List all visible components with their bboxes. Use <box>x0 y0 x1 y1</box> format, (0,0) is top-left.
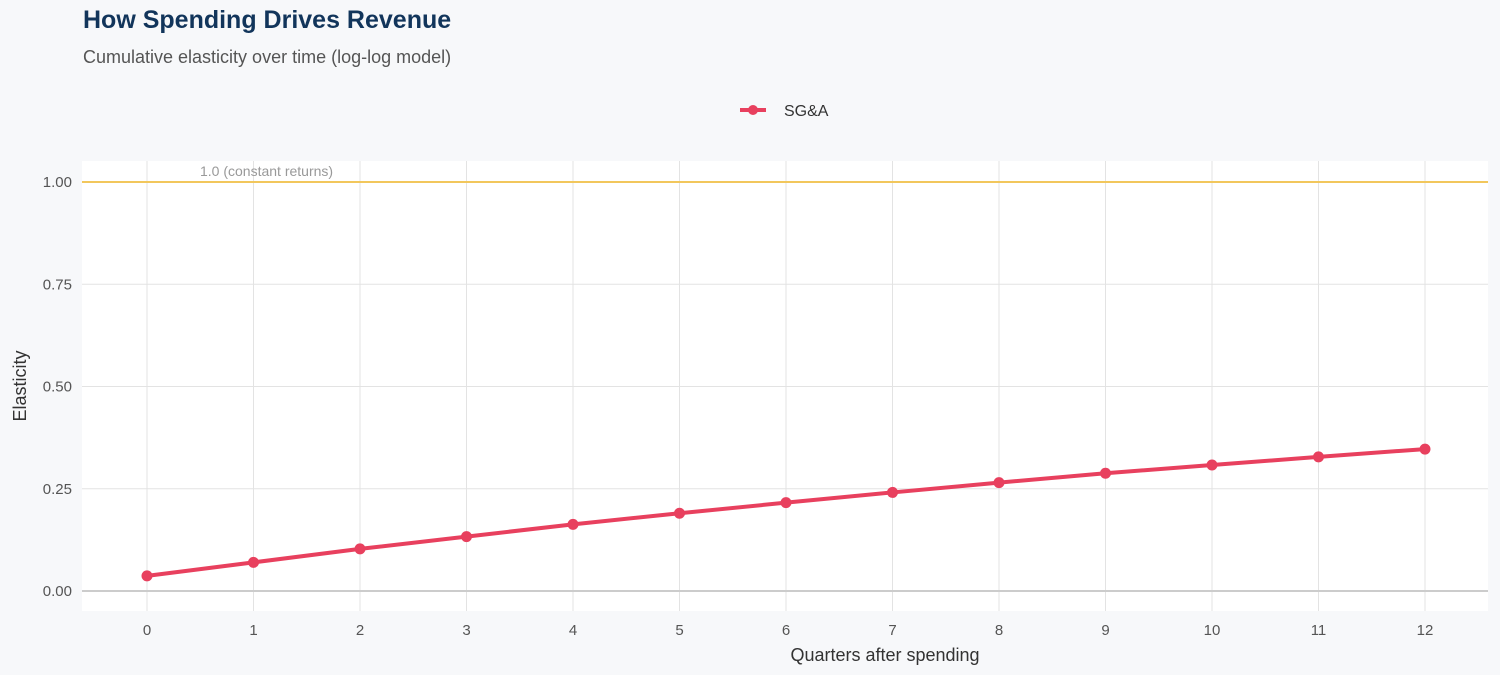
y-tick-label: 0.25 <box>43 481 72 498</box>
data-point <box>674 507 685 519</box>
y-tick-label: 1.00 <box>43 174 72 191</box>
chart-title: How Spending Drives Revenue <box>83 6 452 34</box>
reference-line-group: 1.0 (constant returns) <box>82 163 1488 183</box>
x-tick-label: 8 <box>995 622 1003 639</box>
data-point <box>248 556 259 568</box>
x-tick-label: 2 <box>356 622 364 639</box>
x-tick-label: 12 <box>1417 622 1434 639</box>
reference-line-label: 1.0 (constant returns) <box>200 163 333 179</box>
data-point <box>1206 459 1218 471</box>
legend-marker <box>748 105 758 115</box>
x-tick-label: 4 <box>569 622 577 639</box>
y-tick-label: 0.00 <box>43 583 72 600</box>
y-tick-label: 0.75 <box>43 276 72 293</box>
chart-subtitle: Cumulative elasticity over time (log-log… <box>83 47 452 67</box>
data-point <box>141 570 153 582</box>
x-axis-label: Quarters after spending <box>790 645 979 665</box>
x-tick-label: 11 <box>1311 622 1327 639</box>
legend: SG&A <box>740 103 829 120</box>
x-tick-label: 10 <box>1204 622 1221 639</box>
y-axis-ticks: 0.00 0.25 0.50 0.75 1.00 <box>43 174 72 600</box>
data-point <box>461 531 472 543</box>
x-tick-label: 1 <box>249 622 257 639</box>
data-point <box>354 543 366 555</box>
x-tick-label: 0 <box>143 622 151 639</box>
data-point <box>780 497 792 509</box>
data-point <box>1100 467 1111 479</box>
x-tick-label: 7 <box>888 622 896 639</box>
data-point <box>887 486 898 498</box>
grid <box>82 161 1488 611</box>
x-tick-label: 6 <box>782 622 790 639</box>
x-axis-ticks: 0 1 2 3 4 5 6 7 8 9 10 11 12 <box>143 622 1434 639</box>
x-tick-label: 9 <box>1101 622 1109 639</box>
data-point <box>993 477 1005 489</box>
series-group <box>141 443 1431 582</box>
data-point <box>1419 443 1431 455</box>
data-point <box>1313 451 1324 463</box>
y-tick-label: 0.50 <box>43 379 72 396</box>
x-tick-label: 3 <box>462 622 470 639</box>
data-point <box>567 518 579 530</box>
x-tick-label: 5 <box>675 622 683 639</box>
legend-label: SG&A <box>784 103 829 120</box>
y-axis-label: Elasticity <box>10 350 30 421</box>
